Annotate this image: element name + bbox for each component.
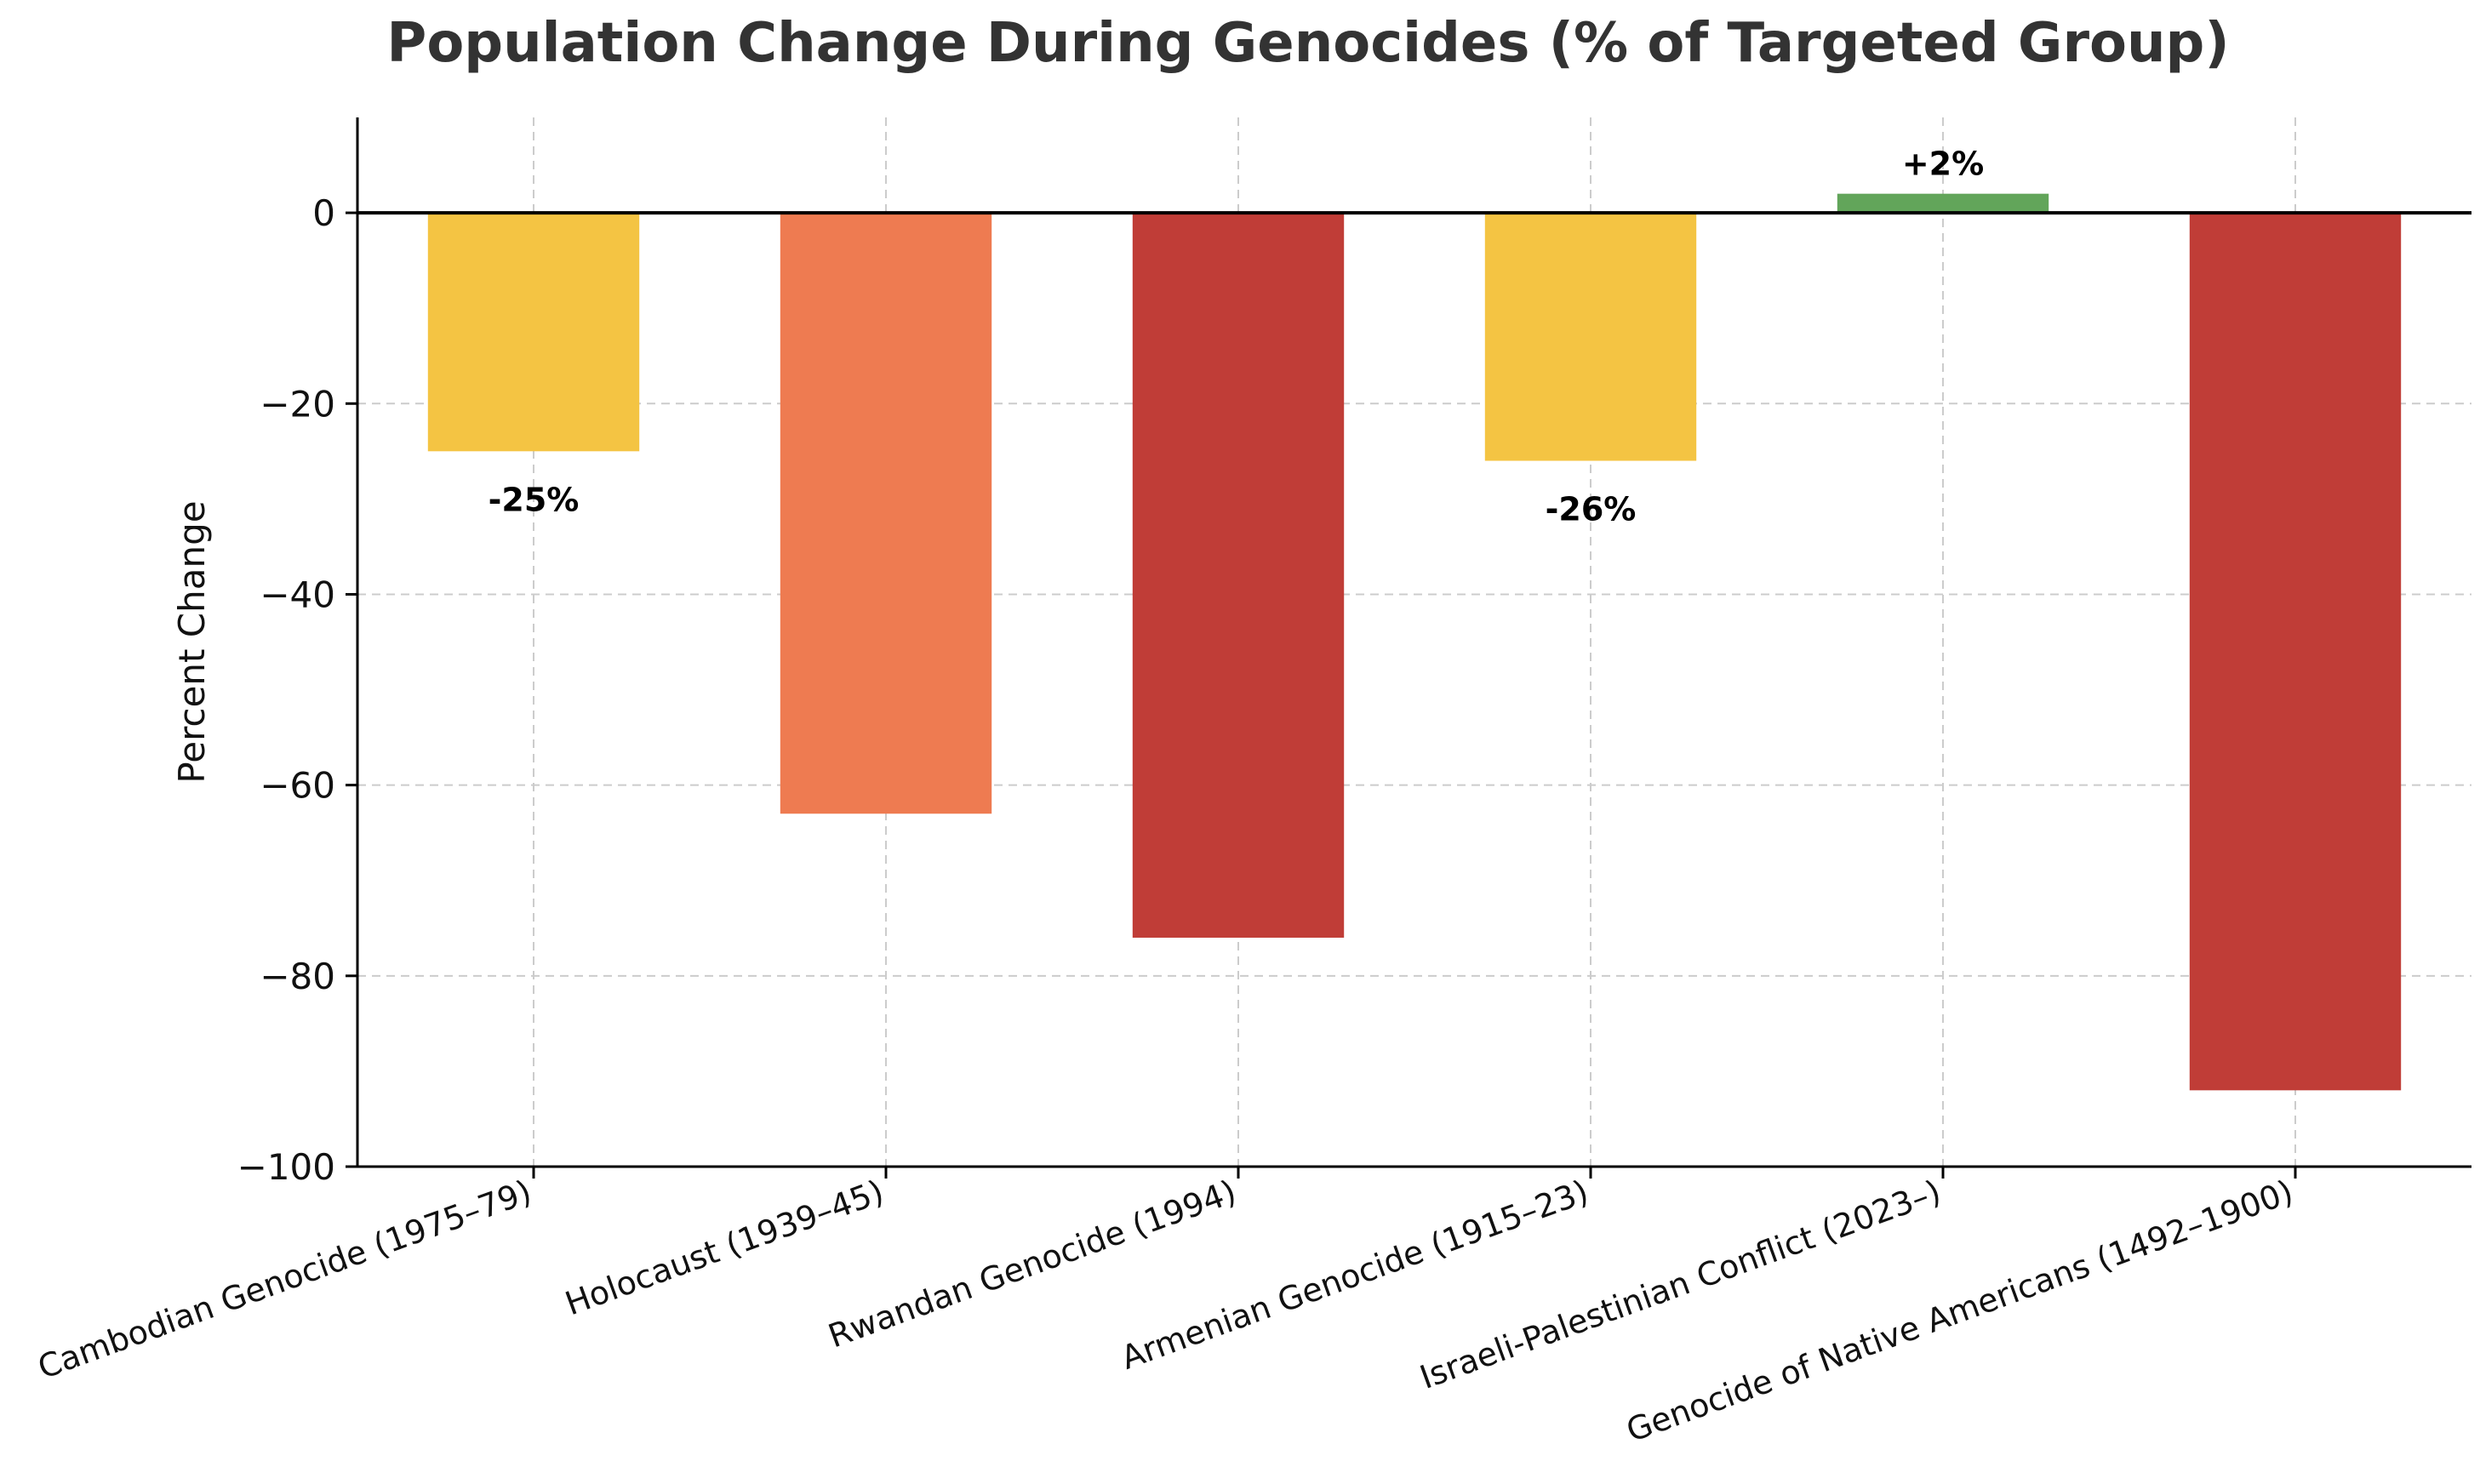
data-label: -26% (1546, 491, 1637, 528)
bar (1132, 213, 1345, 938)
y-tick-label: −80 (260, 956, 335, 997)
y-axis-label: Percent Change (171, 500, 213, 783)
y-tick-label: 0 (312, 192, 335, 234)
bar (1837, 193, 2049, 214)
bar (1484, 213, 1697, 461)
x-tick-label: Holocaust (1939–45) (560, 1173, 889, 1322)
bar (2189, 213, 2402, 1091)
x-tick-label: Genocide of Native Americans (1492–1900) (1621, 1173, 2298, 1449)
y-tick-label: −60 (260, 765, 335, 807)
x-tick-label: Cambodian Genocide (1975–79) (33, 1173, 536, 1386)
data-label: -25% (489, 481, 580, 518)
y-tick-label: −100 (237, 1146, 335, 1188)
bar (780, 213, 992, 814)
data-label: +2% (1902, 146, 1984, 183)
bar (427, 213, 640, 452)
chart-title: Population Change During Genocides (% of… (386, 12, 2230, 75)
y-tick-label: −40 (260, 574, 335, 615)
y-tick-label: −20 (260, 383, 335, 425)
